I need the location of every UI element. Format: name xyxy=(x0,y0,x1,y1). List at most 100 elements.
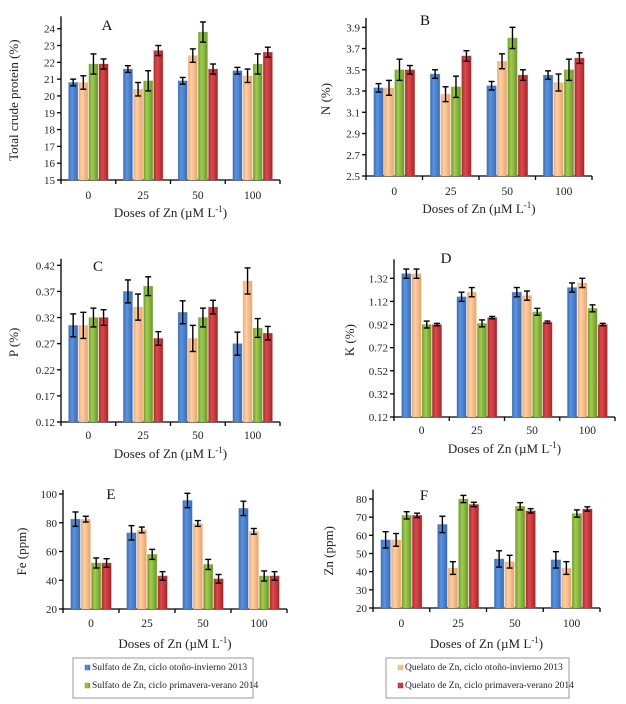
x-tick-label: 50 xyxy=(192,430,204,442)
error-bar xyxy=(244,267,251,295)
bar-a-s4-25 xyxy=(153,50,164,181)
bar-c-s3-50 xyxy=(198,317,208,423)
y-tick-label: 22 xyxy=(44,57,55,69)
bar-d-s2-0 xyxy=(411,273,422,418)
error-bar xyxy=(124,64,131,74)
error-bar xyxy=(470,501,477,508)
y-axis-title: N (%) xyxy=(318,83,333,115)
error-bar xyxy=(489,315,496,320)
error-bar xyxy=(589,304,596,313)
error-bar xyxy=(264,325,271,341)
bar-d-s3-50 xyxy=(532,311,543,418)
error-bar xyxy=(70,78,77,87)
error-bar xyxy=(90,53,97,75)
y-tick-label: 20 xyxy=(356,603,368,615)
y-tick-label: 3.9 xyxy=(346,22,360,34)
panel-a: 15 16 17 18 19 20 21 22 23 24 0 25 50 100 A Doses of Zn… xyxy=(6,16,281,220)
panel-letter: E xyxy=(106,487,115,503)
error-bar xyxy=(135,293,142,321)
error-bar xyxy=(375,82,382,93)
error-bar xyxy=(463,49,470,62)
panel-f: 20 30 40 50 60 70 80 0 25 50 100 F Doses of Zn (µM L… xyxy=(321,488,601,651)
error-bar xyxy=(565,58,572,82)
error-bar xyxy=(80,75,87,90)
bar-c-s2-25 xyxy=(133,306,143,423)
bar-b-s2-100 xyxy=(553,82,564,177)
bar-e-s1-25 xyxy=(126,532,137,610)
y-tick-label: 16 xyxy=(44,158,56,170)
bar-a-s4-100 xyxy=(262,51,273,181)
x-axis-title: Doses of Zn (µM L-1) xyxy=(114,445,227,461)
y-axis-title: Total crude protein (%) xyxy=(6,39,21,160)
error-bar xyxy=(386,79,393,96)
y-tick-label: 21 xyxy=(44,74,55,86)
x-tick-label: 0 xyxy=(86,190,92,202)
y-tick-label: 18 xyxy=(44,125,56,137)
x-tick-label: 50 xyxy=(192,190,204,202)
y-tick-label: 20 xyxy=(46,604,58,616)
error-bar xyxy=(439,515,446,534)
panel-d: 0.12 0.32 0.52 0.72 0.92 1.12 1.32 0 25 50 100 D Dos… xyxy=(342,251,616,456)
error-bar xyxy=(179,76,186,85)
y-tick-label: 100 xyxy=(41,489,58,501)
bar-a-s1-50 xyxy=(177,80,188,181)
bar-b-s2-25 xyxy=(440,93,451,177)
x-axis-title: Doses of Zn (µM L-1) xyxy=(448,440,561,456)
bar-f-s3-100 xyxy=(571,513,582,609)
error-bar xyxy=(545,70,552,81)
error-bar xyxy=(488,80,495,91)
y-tick-label: 3.1 xyxy=(346,107,360,119)
bar-a-s3-50 xyxy=(198,31,208,181)
bar-d-s3-0 xyxy=(421,324,432,418)
y-tick-label: 70 xyxy=(356,512,368,524)
x-axis-title: Doses of Zn (µM L-1) xyxy=(430,635,543,651)
bar-a-s4-0 xyxy=(98,63,109,181)
y-tick-label: 3.3 xyxy=(346,86,360,98)
error-bar xyxy=(524,290,531,301)
x-tick-label: 50 xyxy=(526,425,538,437)
error-bar xyxy=(573,509,580,518)
x-tick-label: 0 xyxy=(391,186,397,198)
error-bar xyxy=(509,26,516,50)
error-bar xyxy=(145,276,152,297)
y-tick-label: 40 xyxy=(356,567,368,579)
error-bar xyxy=(82,515,89,523)
bar-b-s1-100 xyxy=(543,74,554,177)
x-tick-label: 50 xyxy=(197,618,209,630)
x-tick-label: 100 xyxy=(563,618,581,630)
y-tick-label: 3.7 xyxy=(346,44,360,56)
error-bar xyxy=(403,268,410,279)
error-bar xyxy=(569,282,576,293)
x-tick-label: 25 xyxy=(137,430,149,442)
bar-a-s3-0 xyxy=(88,63,99,181)
error-bar xyxy=(205,558,212,571)
x-tick-label: 25 xyxy=(471,425,483,437)
error-bar xyxy=(90,307,97,328)
y-tick-label: 0.72 xyxy=(369,343,388,355)
y-tick-label: 17 xyxy=(44,141,56,153)
error-bar xyxy=(100,58,107,70)
x-tick-label: 100 xyxy=(244,190,262,202)
error-bar xyxy=(458,291,465,303)
error-bar xyxy=(254,53,261,75)
y-tick-label: 3.5 xyxy=(346,65,360,77)
y-tick-label: 24 xyxy=(44,24,56,36)
error-bar xyxy=(100,308,107,327)
error-bar xyxy=(103,557,110,569)
bar-f-s3-25 xyxy=(458,498,469,609)
bar-f-s4-50 xyxy=(525,510,536,609)
bar-e-s2-25 xyxy=(136,529,147,610)
bar-a-s2-100 xyxy=(242,75,253,181)
y-tick-label: 80 xyxy=(46,518,58,530)
legend-label: Quelato de Zn, ciclo otoño-invierno 2013 xyxy=(405,663,563,673)
x-tick-label: 0 xyxy=(86,430,92,442)
y-tick-label: 0.92 xyxy=(369,320,388,332)
bar-d-s4-50 xyxy=(542,321,553,418)
error-bar xyxy=(393,532,400,547)
bar-d-s4-0 xyxy=(432,324,442,418)
y-tick-label: 1.12 xyxy=(369,296,388,308)
error-bar xyxy=(396,58,403,82)
y-tick-label: 0.32 xyxy=(36,313,55,325)
bar-f-s1-25 xyxy=(437,524,448,609)
error-bar xyxy=(240,500,247,517)
